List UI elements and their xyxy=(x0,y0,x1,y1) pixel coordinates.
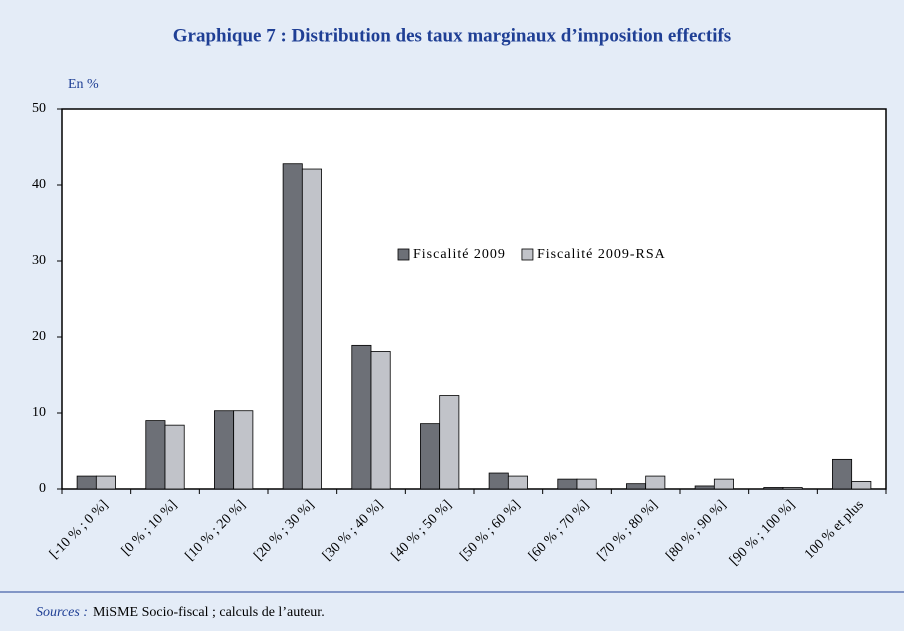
bar xyxy=(782,487,803,490)
source-text: MiSME Socio-fiscal ; calculs de l’auteur… xyxy=(93,605,325,620)
bar xyxy=(301,168,322,490)
y-unit-label: En % xyxy=(68,77,99,92)
bar xyxy=(645,475,666,490)
bar xyxy=(164,424,185,490)
y-tick-label: 40 xyxy=(32,177,46,192)
bar xyxy=(233,410,254,490)
bar xyxy=(420,423,441,490)
source: Sources : MiSME Socio-fiscal ; calculs de… xyxy=(36,605,325,620)
y-tick-label: 50 xyxy=(32,101,46,116)
legend-label: Fiscalité 2009 xyxy=(413,247,506,262)
bar xyxy=(145,420,166,490)
bar xyxy=(576,478,597,490)
bar xyxy=(370,351,391,490)
y-tick-label: 0 xyxy=(39,481,46,496)
bar xyxy=(351,344,372,490)
source-label: Sources : xyxy=(36,605,88,620)
bar xyxy=(557,478,578,490)
bar xyxy=(95,475,116,490)
bar xyxy=(488,472,509,490)
chart-title: Graphique 7 : Distribution des taux marg… xyxy=(173,25,731,46)
bar xyxy=(713,478,734,490)
bar xyxy=(763,487,784,490)
y-tick-label: 30 xyxy=(32,253,46,268)
bar xyxy=(626,483,647,490)
bar xyxy=(214,410,235,490)
bar xyxy=(439,395,460,490)
bar xyxy=(694,485,715,490)
legend-swatch xyxy=(521,248,534,261)
bar xyxy=(851,480,872,490)
bar xyxy=(832,458,853,490)
bar xyxy=(76,475,97,490)
plot-area xyxy=(61,108,887,490)
bar xyxy=(282,163,303,490)
legend-label: Fiscalité 2009-RSA xyxy=(537,247,666,262)
bar xyxy=(507,475,528,490)
y-tick-label: 10 xyxy=(32,405,46,420)
y-tick-label: 20 xyxy=(32,329,46,344)
legend-swatch xyxy=(397,248,410,261)
